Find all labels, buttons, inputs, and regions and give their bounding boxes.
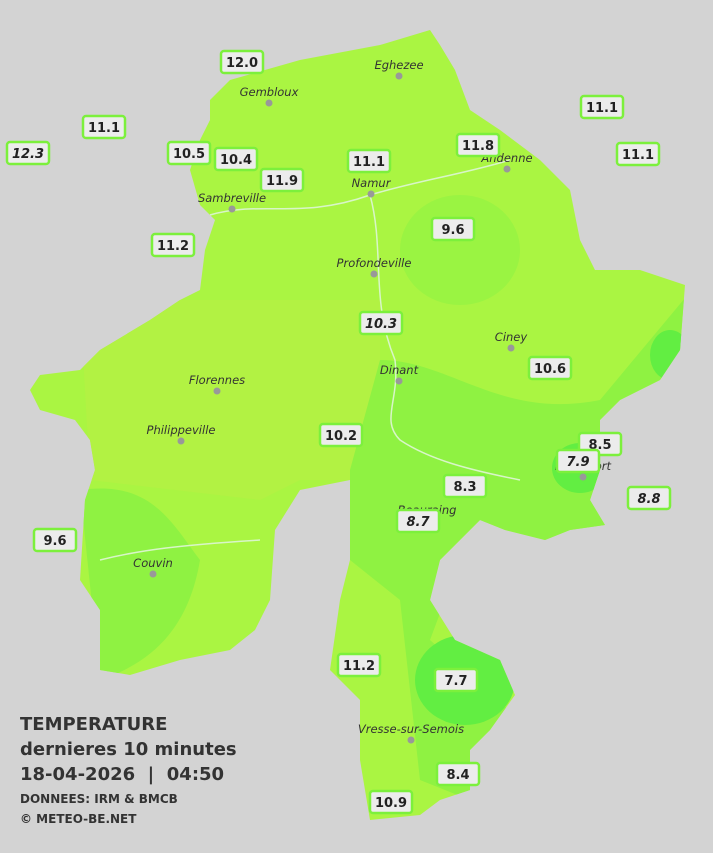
legend-copyright: © METEO-BE.NET (20, 812, 137, 826)
station-value: 10.6 (534, 362, 566, 377)
city-label: Eghezee (374, 58, 423, 72)
station-box (32, 527, 78, 553)
station-box (213, 146, 259, 172)
station-value: 8.4 (446, 768, 469, 783)
station-value: 8.7 (406, 515, 430, 530)
station-box (336, 652, 382, 678)
station-box (150, 232, 196, 258)
station-value: 9.6 (43, 534, 66, 549)
legend-datetime: 18-04-2026 | 04:50 (20, 764, 224, 785)
station-box (527, 355, 573, 381)
station-box (5, 140, 51, 166)
station-value: 12.0 (226, 56, 258, 71)
station-box (166, 140, 212, 166)
station-value: 10.3 (365, 317, 397, 332)
station-value: 8.3 (453, 480, 476, 495)
station-box (318, 422, 364, 448)
station-value: 11.1 (88, 121, 120, 136)
city-label: Vresse-sur-Semois (358, 722, 464, 736)
city-label: Florennes (189, 373, 245, 387)
station-value: 10.4 (220, 153, 252, 168)
city-dot (395, 72, 403, 80)
station-value: 9.6 (441, 223, 464, 238)
city-label: Couvin (133, 556, 173, 570)
station-value: 11.2 (343, 659, 375, 674)
station-box (346, 148, 392, 174)
city-dot (149, 570, 157, 578)
legend-subtitle: dernieres 10 minutes (20, 739, 237, 760)
station-box (368, 789, 414, 815)
city-dot (367, 190, 375, 198)
station-box (430, 216, 476, 242)
station-value: 11.1 (353, 155, 385, 170)
station-value: 10.5 (173, 147, 205, 162)
city-dot (395, 377, 403, 385)
station-box (435, 761, 481, 787)
city-dot (213, 387, 221, 395)
station-value: 11.1 (586, 101, 618, 116)
city-dot (507, 344, 515, 352)
station-box (579, 94, 625, 120)
city-label: Philippeville (147, 423, 216, 437)
city-dot (503, 165, 511, 173)
station-value: 7.7 (444, 674, 467, 689)
station-value: 7.9 (566, 455, 589, 470)
station-value: 8.8 (637, 492, 660, 507)
city-label: Profondeville (337, 256, 412, 270)
station-value: 11.1 (622, 148, 654, 163)
city-dot (265, 99, 273, 107)
station-value: 11.2 (157, 239, 189, 254)
station-box (433, 667, 479, 693)
city-label: Dinant (380, 363, 419, 377)
station-box (626, 485, 672, 511)
station-value: 11.8 (462, 139, 494, 154)
station-box (455, 132, 501, 158)
city-label: Namur (352, 176, 392, 190)
city-label: Sambreville (198, 191, 266, 205)
station-box (395, 508, 441, 534)
station-box (442, 473, 488, 499)
city-dot (228, 205, 236, 213)
station-box (219, 49, 265, 75)
city-label: Ciney (495, 330, 528, 344)
city-label: Gembloux (240, 85, 299, 99)
station-value: 11.9 (266, 174, 298, 189)
station-box (81, 114, 127, 140)
station-value: 10.9 (375, 796, 407, 811)
legend-source: DONNEES: IRM & BMCB (20, 792, 178, 806)
station-box (615, 141, 661, 167)
station-box (358, 310, 404, 336)
station-value: 12.3 (12, 147, 44, 162)
station-box (555, 448, 601, 474)
city-dot (177, 437, 185, 445)
city-dot (579, 473, 587, 481)
legend-title: TEMPERATURE (20, 714, 167, 735)
city-dot (370, 270, 378, 278)
city-dot (407, 736, 415, 744)
station-box (259, 167, 305, 193)
station-value: 10.2 (325, 429, 357, 444)
